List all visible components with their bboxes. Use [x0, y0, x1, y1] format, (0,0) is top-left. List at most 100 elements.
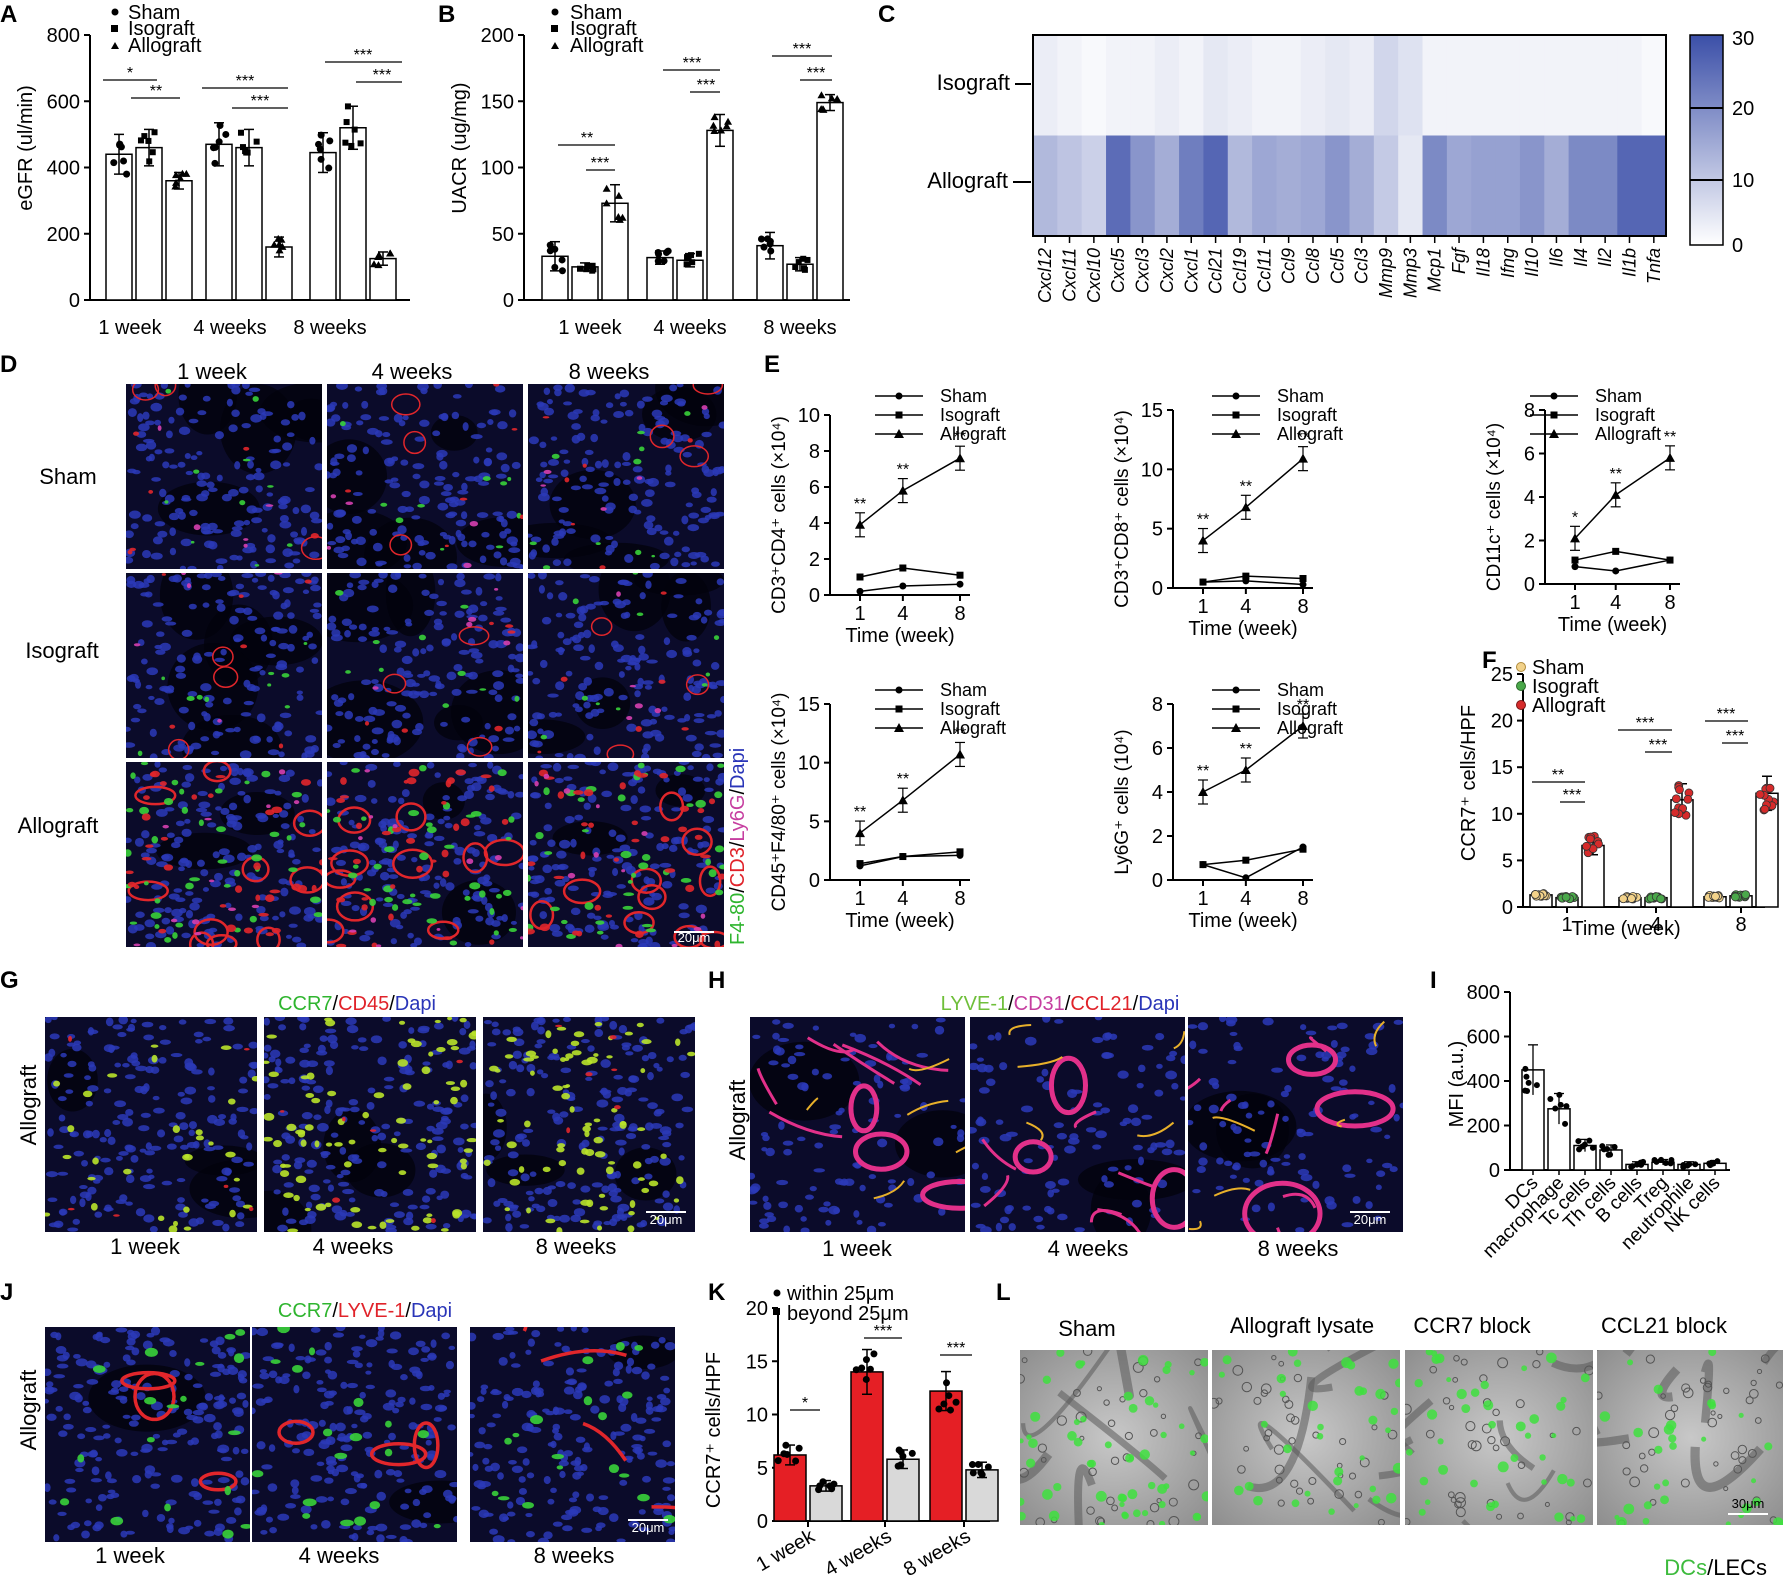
- nucleus: [278, 751, 285, 758]
- stained-cell: [622, 1391, 633, 1399]
- stained-cell: [620, 1121, 627, 1126]
- legend-label: Sham: [1277, 680, 1324, 700]
- nucleus: [688, 512, 700, 519]
- nucleus: [468, 648, 480, 653]
- nucleus: [351, 1045, 359, 1050]
- nucleus: [154, 698, 165, 706]
- nucleus: [177, 1197, 185, 1203]
- nucleus: [218, 848, 230, 856]
- nucleus: [380, 1190, 388, 1198]
- nucleus: [208, 1200, 220, 1207]
- y-tick-label: 10: [746, 1405, 768, 1427]
- dc-cell: [1163, 1483, 1170, 1490]
- nucleus: [933, 1137, 944, 1147]
- nucleus: [493, 1200, 501, 1207]
- nucleus: [795, 1044, 804, 1050]
- stained-cell: [146, 1436, 155, 1443]
- nucleus: [181, 781, 192, 788]
- data-point: [1561, 892, 1571, 902]
- stained-cell: [364, 769, 371, 773]
- data-point: [897, 1448, 905, 1456]
- nucleus: [181, 932, 191, 939]
- panel-letter-c: C: [878, 1, 895, 28]
- nucleus: [1045, 1180, 1056, 1189]
- stained-cell: [381, 830, 392, 836]
- stained-cell: [450, 1046, 460, 1051]
- nucleus: [425, 551, 436, 560]
- data-point: [1627, 894, 1636, 903]
- nucleus: [162, 461, 170, 469]
- data-point: [894, 1462, 902, 1470]
- stained-cell: [427, 1163, 439, 1169]
- heat-cell: [1252, 35, 1277, 136]
- nucleus: [1349, 1065, 1356, 1073]
- data-point: [1680, 1163, 1687, 1170]
- nucleus: [701, 431, 712, 438]
- nucleus: [342, 529, 351, 535]
- nucleus: [265, 1516, 273, 1523]
- vessel-ring: [681, 827, 713, 857]
- nucleus: [557, 631, 565, 639]
- tissue-void: [1188, 1090, 1297, 1162]
- nucleus: [115, 1199, 127, 1205]
- nucleus: [220, 1456, 233, 1462]
- nucleus: [185, 891, 194, 896]
- stained-cell: [422, 1217, 433, 1224]
- nucleus: [664, 1341, 675, 1351]
- nucleus: [255, 812, 267, 819]
- stained-cell: [127, 881, 137, 888]
- heat-cell: [1033, 35, 1058, 136]
- stained-cell: [311, 884, 317, 893]
- nucleus: [590, 1405, 600, 1414]
- nucleus: [411, 515, 421, 520]
- nucleus: [503, 1200, 514, 1207]
- nucleus: [603, 890, 612, 896]
- nucleus: [1133, 1144, 1143, 1151]
- nucleus: [179, 1144, 189, 1150]
- nucleus: [1188, 1119, 1194, 1126]
- nucleus: [451, 1017, 459, 1022]
- nucleus: [408, 1027, 415, 1034]
- nucleus: [346, 1359, 359, 1365]
- stained-cell: [629, 684, 636, 688]
- nucleus: [840, 1178, 848, 1186]
- data-point: [783, 1450, 791, 1458]
- nucleus: [371, 581, 379, 589]
- nucleus: [82, 1406, 92, 1414]
- nucleus: [502, 737, 515, 742]
- stained-cell: [450, 1096, 458, 1105]
- nucleus: [1102, 1032, 1111, 1041]
- nucleus: [302, 635, 310, 641]
- nucleus: [765, 1147, 775, 1157]
- nucleus: [487, 1178, 496, 1188]
- nucleus: [407, 1204, 418, 1210]
- nucleus: [223, 1017, 234, 1025]
- nucleus: [327, 1034, 338, 1044]
- stained-cell: [293, 800, 300, 805]
- nucleus: [887, 1179, 896, 1184]
- nucleus: [570, 485, 581, 491]
- stained-cell: [281, 673, 290, 678]
- nucleus: [537, 728, 544, 735]
- data-point: [978, 1471, 986, 1479]
- nucleus: [454, 579, 466, 588]
- nucleus: [1069, 1133, 1079, 1141]
- bar-isograft: [135, 146, 163, 301]
- nucleus: [180, 538, 193, 547]
- vessel-ring: [462, 842, 489, 874]
- nucleus: [491, 1388, 499, 1394]
- nucleus: [199, 1338, 209, 1343]
- legend-within: within 25μm: [786, 1283, 894, 1305]
- nucleus: [64, 1478, 76, 1484]
- nucleus: [265, 558, 277, 564]
- nucleus: [620, 804, 632, 812]
- nucleus: [429, 1169, 438, 1178]
- nucleus: [118, 1386, 129, 1392]
- nucleus: [812, 1025, 820, 1031]
- nucleus: [301, 794, 309, 803]
- nucleus: [288, 1343, 295, 1353]
- nucleus: [601, 459, 609, 468]
- stained-cell: [334, 1142, 343, 1147]
- nucleus: [216, 1176, 228, 1182]
